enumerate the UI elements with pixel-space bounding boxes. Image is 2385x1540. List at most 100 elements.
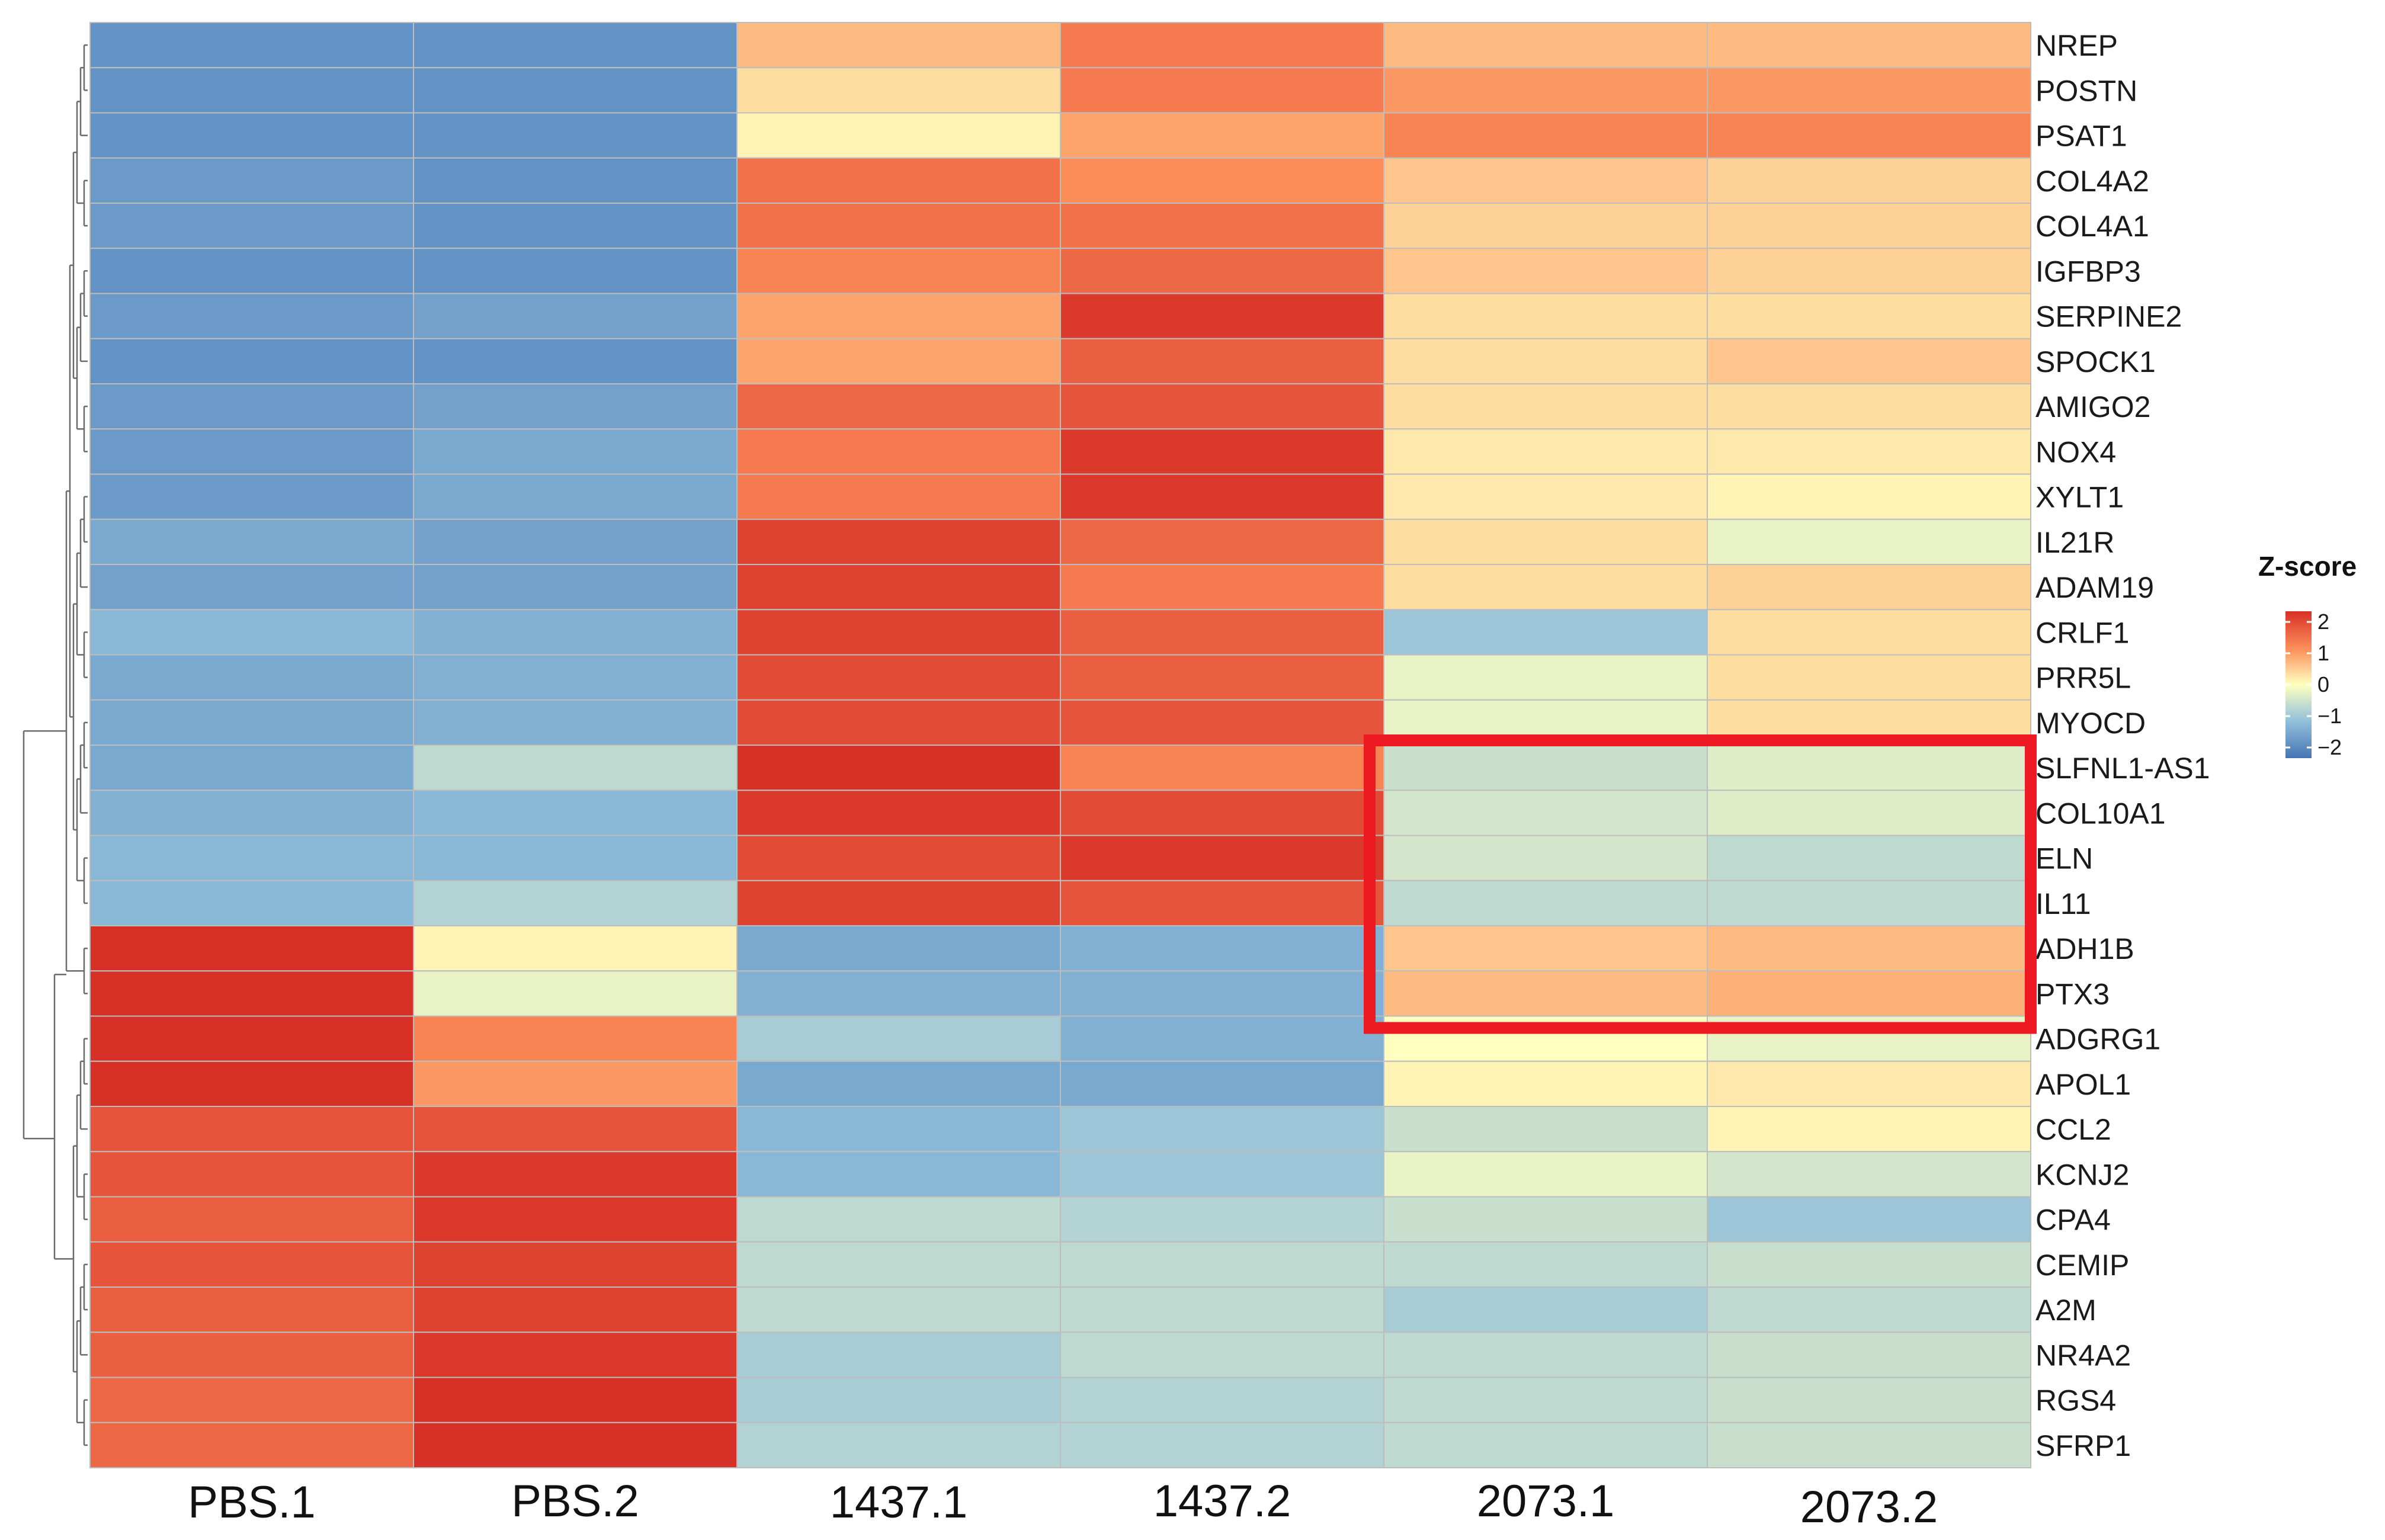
heatmap-cell [1060,248,1384,294]
heatmap-cell [413,67,738,114]
heatmap-cell [89,428,414,475]
heatmap-cell [413,1241,738,1288]
heatmap-cell [1383,338,1708,384]
heatmap-cell [1060,1422,1384,1468]
heatmap-cell [1060,112,1384,159]
heatmap-cell [736,1422,1061,1468]
heatmap-cell [736,518,1061,565]
row-label: MYOCD [2035,707,2146,740]
heatmap-cell [1060,1060,1384,1107]
column-label: PBS.2 [511,1476,639,1526]
heatmap-cell [1383,1377,1708,1423]
heatmap-cell [413,654,738,701]
heatmap-cell [89,1196,414,1243]
heatmap-cell [413,203,738,249]
heatmap-cell [736,1151,1061,1198]
heatmap-cell [1383,248,1708,294]
heatmap-cell [736,699,1061,746]
row-dendrogram [23,44,88,1446]
heatmap-cell [89,1241,414,1288]
heatmap-cell [1707,970,2031,1017]
row-label: AMIGO2 [2035,390,2150,424]
heatmap-cell [1383,1106,1708,1153]
heatmap-cell [736,22,1061,69]
heatmap-cell [413,1060,738,1107]
row-label: IL21R [2035,526,2114,559]
heatmap-cell [736,203,1061,249]
z-score-legend: Z-score 2 1 0 −1 −2 [2258,551,2357,759]
heatmap-cell [1383,383,1708,430]
heatmap-cell [1707,1241,2031,1288]
column-label: 2073.2 [1800,1482,1938,1532]
heatmap-cell [89,157,414,204]
heatmap-cell [413,1015,738,1062]
heatmap-cell [736,293,1061,339]
heatmap-cell [1383,293,1708,339]
row-label: IL11 [2035,887,2091,920]
legend-tick-label: 2 [2317,609,2329,634]
heatmap-cell [1060,293,1384,339]
heatmap-cell [1060,22,1384,69]
row-label: CEMIP [2035,1249,2129,1282]
row-label: PSAT1 [2035,120,2127,153]
heatmap-cell [89,248,414,294]
heatmap-cell [1060,790,1384,836]
heatmap-cell [1060,157,1384,204]
heatmap-cell [1060,1286,1384,1333]
heatmap-cell [736,609,1061,656]
heatmap-cell [1060,970,1384,1017]
row-label: SLFNL1-AS1 [2035,752,2210,785]
heatmap-cell [413,22,738,69]
heatmap-cell [1060,745,1384,791]
heatmap-cell [89,203,414,249]
heatmap-cell [1060,383,1384,430]
heatmap-cell [1383,1286,1708,1333]
heatmap-cell [413,112,738,159]
row-label: COL4A2 [2035,165,2149,198]
heatmap-cell [1707,112,2031,159]
heatmap-cell [89,654,414,701]
row-label: A2M [2035,1294,2097,1327]
heatmap-cell [413,835,738,881]
heatmap-cells [89,22,2031,1468]
heatmap-cell [736,338,1061,384]
heatmap-cell [413,157,738,204]
heatmap-cell [413,338,738,384]
heatmap-cell [1383,745,1708,791]
row-label: IGFBP3 [2035,255,2141,288]
highlight-box [1364,734,2037,1034]
heatmap-cell [89,1422,414,1468]
heatmap-cell [1060,925,1384,972]
heatmap-cell [1383,1241,1708,1288]
heatmap-cell [736,564,1061,611]
heatmap-cell [1707,22,2031,69]
heatmap-cell [1383,22,1708,69]
row-label: SERPINE2 [2035,300,2182,333]
heatmap-cell [736,1015,1061,1062]
heatmap-cell [736,157,1061,204]
heatmap-cell [1383,880,1708,926]
heatmap-cell [413,745,738,791]
heatmap-cell [89,1332,414,1378]
row-label: KCNJ2 [2035,1158,2129,1191]
column-label: 1437.1 [830,1477,967,1528]
heatmap-cell [736,1196,1061,1243]
heatmap-cell [1060,564,1384,611]
heatmap-cell [413,428,738,475]
heatmap-cell [89,745,414,791]
heatmap-cell [89,1015,414,1062]
heatmap-cell [736,1332,1061,1378]
heatmap-cell [1060,699,1384,746]
heatmap-cell [1707,293,2031,339]
heatmap-cell [1383,67,1708,114]
row-label: POSTN [2035,74,2137,107]
legend-title: Z-score [2258,551,2357,582]
row-label: ADGRG1 [2035,1023,2160,1056]
heatmap-cell [413,248,738,294]
heatmap-cell [1383,157,1708,204]
heatmap-cell [1707,203,2031,249]
row-label: NOX4 [2035,435,2116,469]
heatmap-cell [736,428,1061,475]
heatmap-cell [736,248,1061,294]
heatmap-cell [1707,157,2031,204]
